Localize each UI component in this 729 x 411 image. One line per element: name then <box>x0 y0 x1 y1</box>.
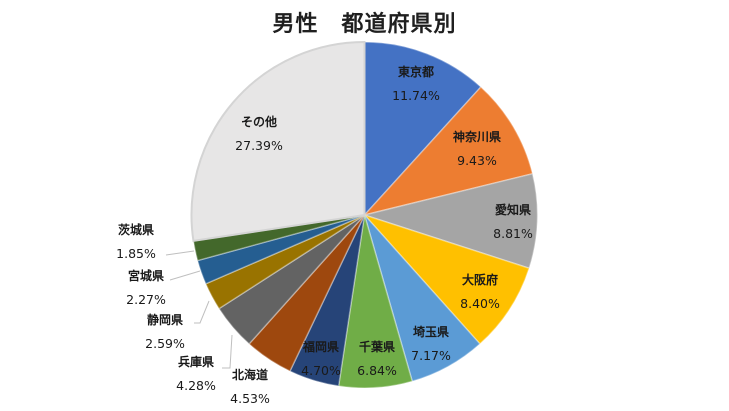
chart-title: 男性 都道府県別 <box>272 12 457 37</box>
leader-line <box>169 270 201 281</box>
pie-slice-3 <box>362 213 531 345</box>
data-label-category: 千葉県 <box>358 340 395 354</box>
data-label-percent: 2.27% <box>126 292 166 307</box>
data-label-category: 兵庫県 <box>177 355 214 369</box>
pie-slice-0 <box>363 41 482 217</box>
pie-slice-1 <box>362 85 534 217</box>
data-label: 北海道 4.53% <box>230 363 270 411</box>
data-label-category: その他 <box>240 115 278 129</box>
pie-slices <box>190 40 539 389</box>
data-label-percent: 9.43% <box>457 153 497 168</box>
data-label-category: 愛知県 <box>494 203 531 217</box>
pie-slice-2 <box>361 172 539 270</box>
data-label-percent: 7.17% <box>411 348 451 363</box>
leader-line <box>194 300 210 324</box>
data-label: 宮城県 2.27% <box>126 264 166 312</box>
pie-slice-9 <box>204 214 365 310</box>
data-label-percent: 1.85% <box>116 246 156 261</box>
data-label: 福岡県 4.70% <box>301 335 341 383</box>
data-label-category: 東京都 <box>397 65 435 79</box>
data-label-percent: 2.59% <box>145 336 185 351</box>
data-label-category: 宮城県 <box>127 269 164 283</box>
data-label-percent: 4.28% <box>176 378 216 393</box>
data-label-percent: 4.53% <box>230 391 270 406</box>
data-label: 千葉県 6.84% <box>357 335 397 383</box>
data-label: 静岡県 2.59% <box>145 308 185 356</box>
data-label-percent: 8.81% <box>493 226 533 241</box>
leader-lines <box>165 250 233 369</box>
data-label-category: 大阪府 <box>461 273 498 287</box>
data-label-percent: 27.39% <box>235 138 283 153</box>
data-label-category: 静岡県 <box>146 313 183 327</box>
leader-line <box>165 250 195 256</box>
data-label: 東京都 11.74% <box>392 60 440 108</box>
pie-slice-4 <box>363 214 481 383</box>
pie-slice-6 <box>288 214 366 387</box>
pie-slice-8 <box>217 214 366 345</box>
data-label-category: 北海道 <box>231 368 268 382</box>
pie-slice-12 <box>190 40 366 243</box>
data-label: 神奈川県 9.43% <box>453 125 501 173</box>
leader-line <box>222 334 233 369</box>
data-label: 兵庫県 4.28% <box>176 350 216 398</box>
data-label-percent: 6.84% <box>357 363 397 378</box>
pie-slice-5 <box>337 214 414 389</box>
data-label-percent: 8.40% <box>460 296 500 311</box>
data-label-category: 埼玉県 <box>412 325 449 339</box>
data-label: 茨城県 1.85% <box>116 218 156 266</box>
data-label: その他 27.39% <box>235 110 283 158</box>
data-label-category: 神奈川県 <box>452 130 502 144</box>
data-label-category: 茨城県 <box>117 223 154 237</box>
pie-slice-7 <box>248 214 366 373</box>
data-label: 埼玉県 7.17% <box>411 320 451 368</box>
data-label-category: 福岡県 <box>302 340 339 354</box>
data-label: 愛知県 8.81% <box>493 198 533 246</box>
data-label-percent: 4.70% <box>301 363 341 378</box>
data-label-percent: 11.74% <box>392 88 440 103</box>
pie-slice-10 <box>196 214 365 285</box>
data-label: 大阪府 8.40% <box>460 268 500 316</box>
